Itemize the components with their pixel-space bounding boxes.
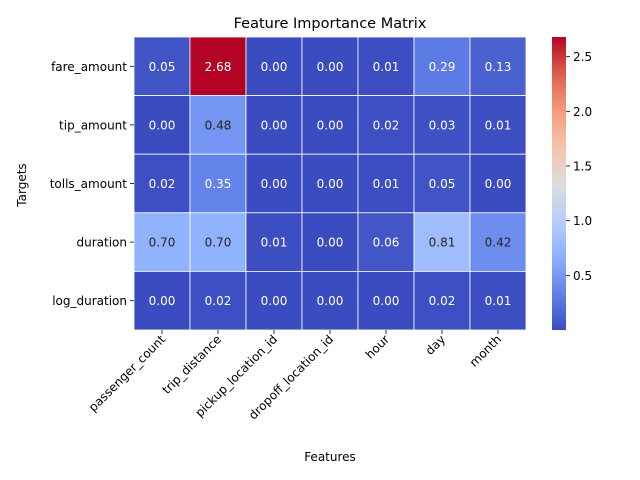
- colorbar-tick-label: 0.5: [573, 269, 592, 283]
- heatmap-cell: [469, 153, 527, 214]
- colorbar-tick-label: 1.0: [573, 214, 592, 228]
- colorbar: [552, 37, 566, 330]
- heatmap-cell: [301, 36, 359, 96]
- cell-value-label: 0.70: [205, 236, 232, 250]
- heatmap-cell: [245, 270, 303, 331]
- cell-value-label: 0.05: [149, 60, 176, 74]
- heatmap-cell: [189, 36, 247, 96]
- heatmap-cell: [357, 153, 415, 214]
- heatmap-cell: [413, 212, 471, 272]
- x-tick-label: hour: [363, 332, 392, 361]
- y-tick-label: tip_amount: [59, 118, 127, 132]
- heatmap-cell: [245, 95, 303, 155]
- cell-value-label: 0.13: [485, 60, 512, 74]
- x-axis-label: Features: [304, 450, 356, 464]
- heatmap-cells: [133, 36, 527, 331]
- cell-value-label: 0.02: [429, 294, 456, 308]
- colorbar-ticks: 0.5 1.0 1.5 2.0 2.5: [566, 50, 592, 283]
- cell-value-label: 0.48: [205, 118, 232, 132]
- cell-value-label: 0.01: [485, 118, 512, 132]
- y-axis-ticks: fare_amount tip_amount tolls_amountduratio…: [50, 60, 134, 308]
- cell-value-label: 0.00: [261, 118, 288, 132]
- heatmap-cell: [469, 95, 527, 155]
- heatmap-cell: [413, 153, 471, 214]
- heatmap-cell: [245, 153, 303, 214]
- cell-value-label: 0.02: [149, 177, 176, 191]
- cell-value-label: 0.35: [205, 177, 232, 191]
- heatmap-cell: [133, 212, 191, 272]
- cell-value-label: 0.00: [149, 294, 176, 308]
- cell-value-label: 0.00: [261, 177, 288, 191]
- x-tick-label: month: [467, 332, 504, 369]
- y-tick-label: tolls_amount: [50, 177, 128, 191]
- cell-value-label: 0.00: [261, 60, 288, 74]
- heatmap-cell: [301, 153, 359, 214]
- chart-title: Feature Importance Matrix: [234, 16, 427, 32]
- cell-value-label: 0.01: [373, 177, 400, 191]
- heatmap-cell: [357, 95, 415, 155]
- cell-value-label: 0.00: [317, 294, 344, 308]
- heatmap-cell: [245, 36, 303, 96]
- heatmap-cell: [413, 36, 471, 96]
- cell-value-label: 2.68: [205, 60, 232, 74]
- cell-value-label: 0.01: [485, 294, 512, 308]
- cell-value-label: 0.00: [261, 294, 288, 308]
- cell-value-label: 0.00: [485, 177, 512, 191]
- cell-value-label: 0.29: [429, 60, 456, 74]
- cell-value-label: 0.06: [373, 236, 400, 250]
- heatmap-cell: [301, 212, 359, 272]
- cell-value-label: 0.00: [317, 118, 344, 132]
- cell-value-label: 0.81: [429, 236, 456, 250]
- cell-value-label: 0.70: [149, 236, 176, 250]
- cell-value-label: 0.00: [317, 177, 344, 191]
- cell-value-label: 0.00: [317, 236, 344, 250]
- heatmap-cell: [189, 153, 247, 214]
- cell-value-label: 0.01: [261, 236, 288, 250]
- cell-value-label: 0.00: [317, 60, 344, 74]
- cell-value-label: 0.42: [485, 236, 512, 250]
- heatmap-cell: [189, 212, 247, 272]
- cell-value-labels: 0.05 2.68 0.00 0.00 0.01 0.29 0.13 0.00 0.48 0.00…: [149, 60, 512, 308]
- y-tick-label: log_duration: [52, 294, 127, 308]
- cell-value-label: 0.02: [373, 118, 400, 132]
- y-axis-label: Targets: [15, 163, 29, 207]
- y-tick-label: fare_amount: [51, 60, 127, 74]
- heatmap-cell: [469, 212, 527, 272]
- cell-value-label: 0.02: [205, 294, 232, 308]
- cell-value-label: 0.05: [429, 177, 456, 191]
- cell-value-label: 0.01: [373, 60, 400, 74]
- heatmap-cell: [133, 270, 191, 331]
- heatmap-cell: [133, 36, 191, 96]
- colorbar-tick-label: 1.5: [573, 160, 592, 174]
- y-tick-label: duration: [77, 236, 128, 250]
- cell-value-label: 0.00: [149, 118, 176, 132]
- colorbar-tick-label: 2.5: [573, 50, 592, 64]
- x-tick-label: day: [423, 332, 449, 358]
- x-axis-ticks: passenger_counttrip_distancepickup_locat…: [86, 330, 504, 422]
- colorbar-tick-label: 2.0: [573, 105, 592, 119]
- cell-value-label: 0.03: [429, 118, 456, 132]
- cell-value-label: 0.00: [373, 294, 400, 308]
- x-tick-label: passenger_count: [86, 332, 168, 414]
- heatmap-cell: [469, 270, 527, 331]
